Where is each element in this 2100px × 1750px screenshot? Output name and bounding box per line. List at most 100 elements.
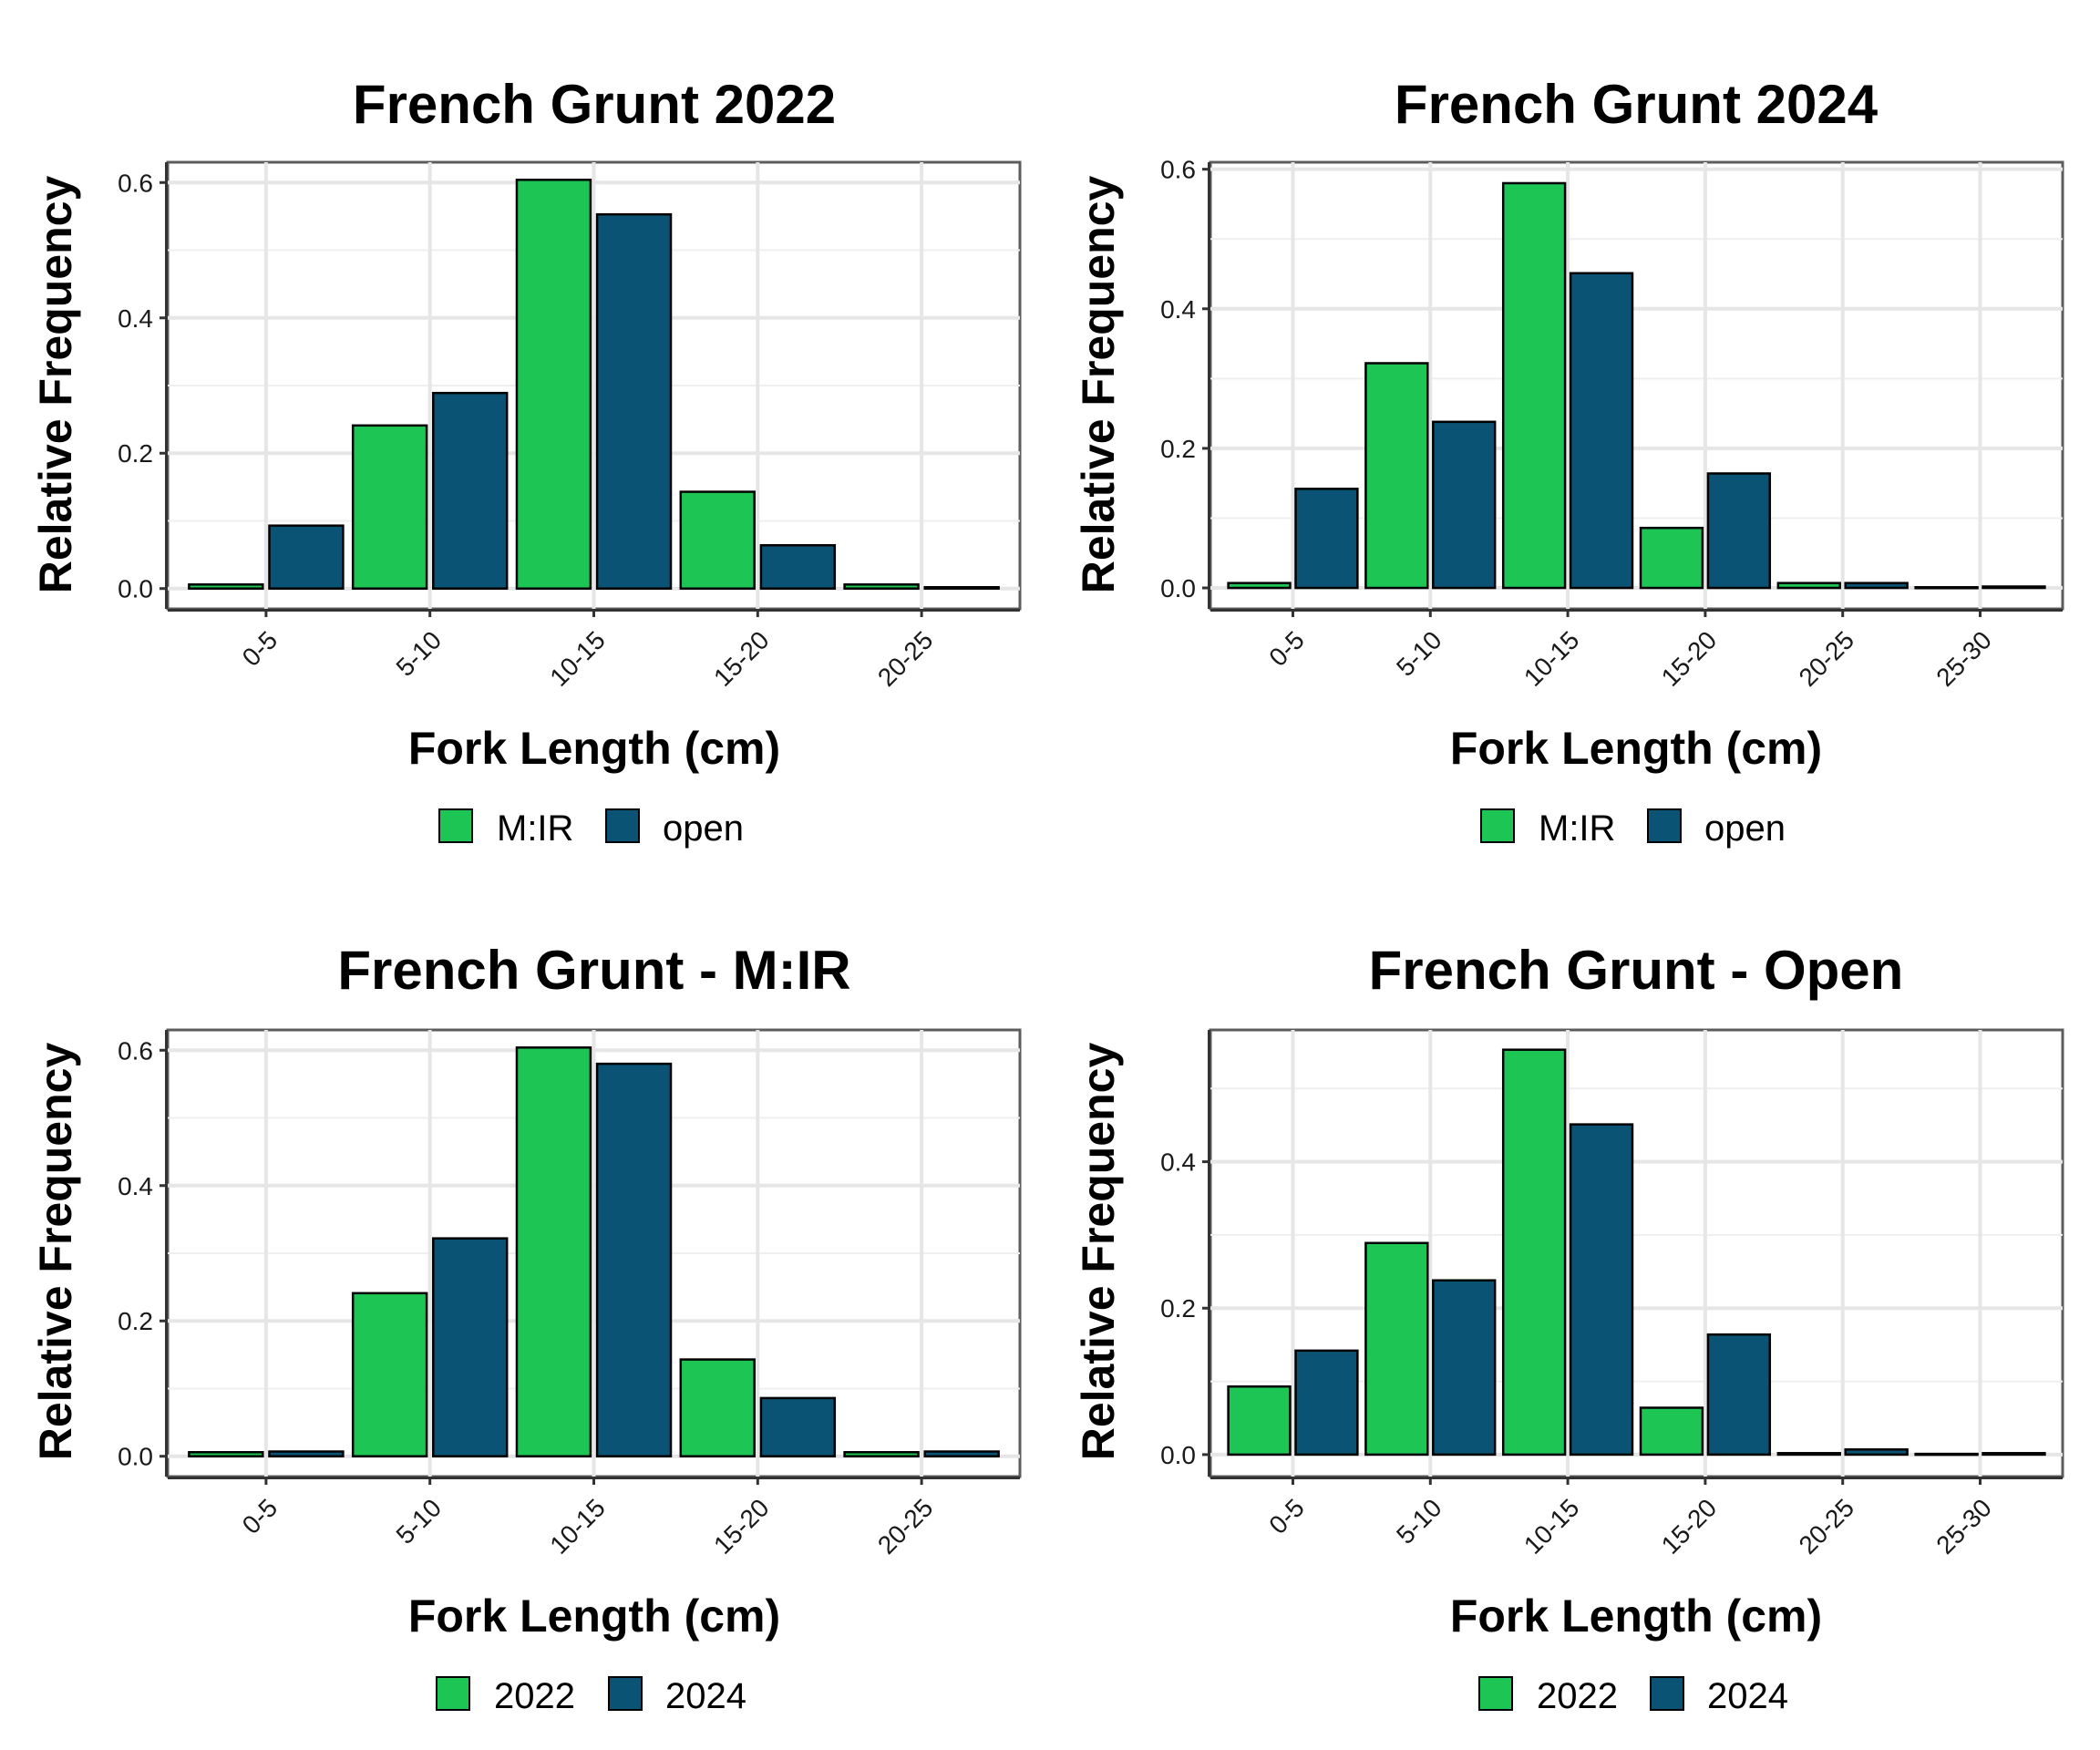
bar-mir-0-5 (1227, 582, 1292, 590)
y-tick-label: 0.4 (118, 304, 153, 333)
bar-open-0-5 (1294, 488, 1359, 590)
bar-mir-20-25 (843, 583, 920, 590)
x-tick-label: 20-25 (872, 1493, 939, 1560)
y-tick-label: 0.2 (1160, 435, 1196, 463)
bar-open-10-15 (1569, 272, 1634, 590)
bars (188, 1046, 1000, 1457)
legend: 2022 2024 (436, 1676, 746, 1716)
y-axis: 0.0 0.2 0.4 (1160, 1030, 1210, 1477)
bar-mir-10-15 (1501, 181, 1567, 590)
bar-mir-5-10 (351, 424, 428, 590)
x-axis: 0-5 5-10 10-15 15-20 20-25 (168, 1477, 1020, 1560)
bar-2024-20-25 (1844, 1448, 1909, 1457)
bar-2024-10-15 (595, 1062, 673, 1457)
x-tick-label: 10-15 (544, 1493, 611, 1560)
x-tick-label: 0-5 (1263, 625, 1310, 672)
y-tick-label: 0.6 (1160, 156, 1196, 184)
legend-label-series-1: M:IR (1539, 808, 1615, 849)
x-tick-label: 20-25 (1794, 1493, 1860, 1560)
bar-mir-5-10 (1364, 362, 1429, 590)
legend-swatch-series-2 (1650, 1676, 1684, 1711)
bar-2022-20-25 (843, 1451, 920, 1457)
y-tick-label: 0.0 (1160, 574, 1196, 602)
legend-label-series-2: open (1704, 808, 1786, 849)
x-tick-label: 25-30 (1930, 1493, 1997, 1560)
x-tick-label: 15-20 (1656, 1493, 1723, 1560)
bar-2022-10-15 (1501, 1048, 1567, 1457)
x-axis: 0-5 5-10 10-15 15-20 20-25 25-30 (1210, 609, 2063, 692)
y-tick-label: 0.0 (118, 1443, 153, 1471)
gridlines (168, 1030, 1020, 1477)
y-axis-title: Relative Frequency (30, 176, 81, 594)
bars (188, 179, 1000, 590)
legend-label-series-1: 2022 (494, 1676, 575, 1716)
bar-open-20-25 (923, 585, 1000, 590)
x-tick-label: 5-10 (391, 625, 448, 682)
x-tick-label: 0-5 (1263, 1493, 1310, 1539)
x-axis-title: Fork Length (cm) (1450, 723, 1822, 774)
bar-2024-25-30 (1982, 1452, 2046, 1457)
x-tick-label: 25-30 (1930, 625, 1997, 692)
chart-title: French Grunt - M:IR (337, 940, 850, 1001)
y-tick-label: 0.0 (118, 575, 153, 603)
x-tick-label: 0-5 (237, 625, 283, 672)
legend-swatch-series-1 (436, 1676, 470, 1711)
bar-2024-0-5 (1294, 1349, 1359, 1457)
bar-mir-10-15 (515, 179, 592, 590)
x-axis-title: Fork Length (cm) (1450, 1590, 1822, 1642)
legend-swatch-series-2 (608, 1676, 643, 1711)
legend-label-series-2: 2024 (665, 1676, 746, 1716)
legend: 2022 2024 (1478, 1676, 1788, 1716)
x-axis: 0-5 5-10 10-15 15-20 20-25 (168, 609, 1020, 692)
bar-2022-15-20 (679, 1358, 756, 1457)
bar-open-20-25 (1844, 582, 1909, 590)
bar-2022-25-30 (1914, 1452, 1979, 1457)
chart-panel-4: French Grunt - Open Relative Frequency 0… (1073, 940, 2064, 1716)
bar-open-15-20 (1706, 472, 1772, 590)
x-tick-label: 0-5 (237, 1493, 283, 1539)
bar-mir-15-20 (679, 490, 756, 590)
legend-swatch-series-2 (1647, 808, 1682, 843)
legend-label-series-1: 2022 (1537, 1676, 1618, 1716)
bar-2022-15-20 (1639, 1406, 1704, 1457)
chart-title: French Grunt - Open (1369, 940, 1904, 1001)
y-axis-title: Relative Frequency (1073, 176, 1124, 594)
legend-swatch-series-1 (1480, 808, 1515, 843)
y-axis-title: Relative Frequency (1073, 1043, 1124, 1461)
legend-swatch-series-2 (605, 808, 640, 843)
legend-swatch-series-1 (438, 808, 473, 843)
bar-2024-15-20 (759, 1396, 837, 1457)
bar-2024-5-10 (1432, 1279, 1497, 1457)
chart-title: French Grunt 2022 (353, 74, 836, 135)
bar-2024-0-5 (268, 1450, 345, 1457)
chart-title: French Grunt 2024 (1395, 74, 1879, 135)
legend-label-series-2: open (663, 808, 744, 849)
y-axis: 0.0 0.2 0.4 0.6 (118, 162, 168, 609)
y-tick-label: 0.4 (1160, 295, 1196, 324)
bar-mir-20-25 (1776, 582, 1841, 590)
bar-open-25-30 (1982, 585, 2046, 590)
legend-label-series-1: M:IR (497, 808, 573, 849)
x-tick-label: 20-25 (872, 625, 939, 692)
x-tick-label: 15-20 (1656, 625, 1723, 692)
x-tick-label: 5-10 (1391, 1493, 1447, 1549)
bar-2024-15-20 (1706, 1333, 1772, 1457)
legend-swatch-series-1 (1478, 1676, 1513, 1711)
y-tick-label: 0.0 (1160, 1441, 1196, 1469)
bar-2022-5-10 (351, 1292, 428, 1457)
legend-label-series-2: 2024 (1707, 1676, 1788, 1716)
bar-2024-10-15 (1569, 1123, 1634, 1457)
bar-2022-5-10 (1364, 1241, 1429, 1457)
x-tick-label: 20-25 (1794, 625, 1860, 692)
bar-2024-20-25 (923, 1450, 1000, 1457)
bar-mir-0-5 (188, 583, 264, 590)
y-tick-label: 0.4 (1160, 1148, 1196, 1177)
y-tick-label: 0.2 (118, 1307, 153, 1335)
y-tick-label: 0.6 (118, 1036, 153, 1065)
bars (1227, 1048, 2046, 1457)
y-tick-label: 0.2 (1160, 1294, 1196, 1323)
bar-2022-10-15 (515, 1046, 592, 1457)
chart-panel-2: French Grunt 2024 Relative Frequency 0.0… (1073, 74, 2064, 849)
legend: M:IR open (1480, 808, 1786, 849)
x-tick-label: 10-15 (1518, 625, 1585, 692)
